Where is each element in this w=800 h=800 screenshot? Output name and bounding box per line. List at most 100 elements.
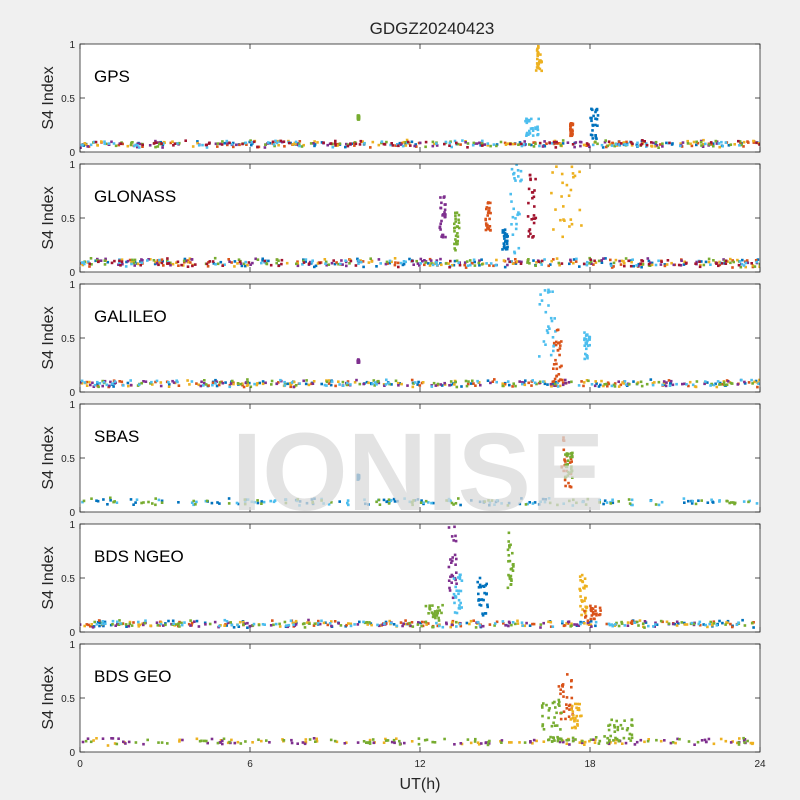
data-point [557,373,561,376]
data-point [520,178,523,182]
data-point [164,622,167,625]
data-point [354,142,358,146]
data-point [175,623,178,626]
data-point [602,384,605,388]
data-point [401,144,405,148]
data-point [623,719,626,722]
data-point [435,259,439,262]
data-point [588,145,591,149]
data-point [222,737,226,741]
data-point [492,143,496,146]
data-point [207,384,210,387]
data-point [557,698,561,702]
data-point [706,501,710,504]
data-point [206,741,209,745]
data-point [212,262,216,265]
data-point [633,743,637,746]
data-point [381,623,384,626]
data-point [101,384,104,388]
data-points [80,525,755,629]
data-point [384,620,388,624]
data-point [456,239,459,243]
data-point [607,382,611,386]
data-point [582,262,586,266]
data-point [583,609,586,613]
data-point [603,140,607,144]
data-point [738,144,741,147]
data-point [584,334,588,337]
data-point [439,196,442,199]
data-point [560,262,564,265]
data-point [382,142,386,146]
data-point [553,317,556,320]
data-point [341,380,345,384]
data-point [552,344,556,347]
data-point [542,340,546,343]
data-point [729,261,732,265]
data-point [501,382,504,385]
data-point [737,139,740,143]
data-point [728,381,732,384]
data-point [127,384,130,388]
axes-background [80,404,760,512]
data-point [459,589,463,593]
data-point [524,119,527,123]
data-point [477,381,481,384]
data-point [371,140,375,144]
data-point [549,384,553,388]
data-point [140,258,143,261]
data-point [568,472,571,475]
data-point [423,259,426,262]
data-point [114,144,118,148]
data-point [515,164,518,166]
data-point [758,378,760,382]
data-point [353,381,357,384]
data-point [676,737,679,741]
data-point [535,382,538,386]
data-point [228,141,231,145]
data-point [435,614,439,617]
data-point [630,144,634,147]
data-point [167,262,171,265]
data-point [242,620,245,624]
data-point [406,140,410,144]
data-point [100,140,103,143]
data-point [625,728,629,732]
data-point [449,259,452,263]
data-point [512,382,515,385]
data-point [324,621,327,624]
data-point [307,383,311,387]
data-point [571,717,574,720]
data-point [304,260,307,263]
data-point [385,260,389,264]
data-point [711,142,715,145]
data-point [438,624,441,628]
data-point [277,381,280,384]
data-point [741,618,744,622]
data-point [484,222,488,225]
data-points [80,164,760,269]
data-point [457,213,461,217]
data-point [261,259,264,262]
data-point [424,140,428,144]
data-point [261,380,265,383]
data-point [225,139,229,143]
data-point [302,259,305,263]
data-point [275,258,279,261]
data-point [311,382,315,385]
data-point [474,626,478,629]
data-point [221,739,224,742]
data-point [315,740,319,743]
data-point [637,624,640,627]
data-point [228,740,231,744]
data-point [563,458,566,461]
data-point [298,143,301,146]
data-point [459,601,462,605]
data-point [330,624,333,628]
data-point [356,114,360,118]
data-point [112,385,115,388]
data-point [353,144,356,147]
data-point [134,501,137,504]
data-point [411,259,414,263]
data-point [511,233,515,236]
